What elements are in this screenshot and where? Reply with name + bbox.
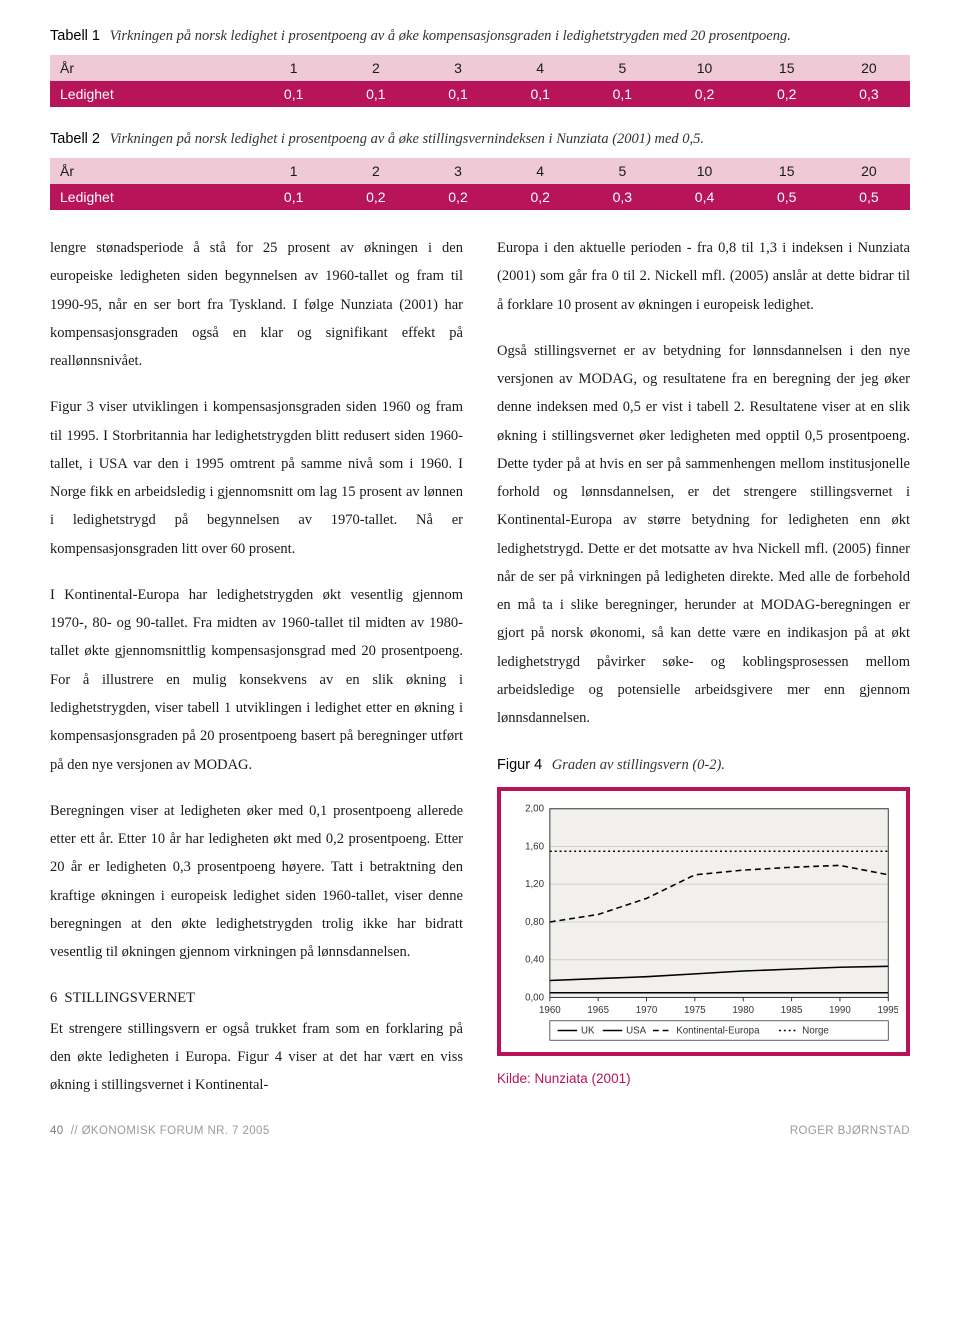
table-row-label: Ledighet [50, 81, 253, 107]
table-cell: 0,2 [746, 81, 828, 107]
table-col-header: 15 [746, 158, 828, 184]
footer-left: 40 // ØKONOMISK FORUM NR. 7 2005 [50, 1125, 270, 1137]
right-column: Europa i den aktuelle perioden - fra 0,8… [497, 234, 910, 1099]
table-col-header: 4 [499, 158, 581, 184]
table-col-header: 2 [335, 158, 417, 184]
svg-text:1,20: 1,20 [525, 879, 545, 890]
left-p3: I Kontinental-Europa har ledighetstrygde… [50, 581, 463, 779]
figure4-title: Graden av stillingsvern (0-2). [552, 757, 725, 773]
table-col-header: 2 [335, 55, 417, 81]
svg-text:1960: 1960 [539, 1005, 561, 1016]
table-cell: 0,1 [253, 184, 335, 210]
table1: År12345101520 Ledighet0,10,10,10,10,10,2… [50, 55, 910, 107]
svg-text:0,00: 0,00 [525, 992, 545, 1003]
footer-journal: ØKONOMISK FORUM NR. 7 2005 [82, 1125, 270, 1137]
table2-caption: Tabell 2 Virkningen på norsk ledighet i … [50, 131, 910, 148]
svg-text:1975: 1975 [684, 1005, 706, 1016]
svg-text:Kontinental-Europa: Kontinental-Europa [676, 1025, 760, 1036]
left-column: lengre stønadsperiode å stå for 25 prose… [50, 234, 463, 1099]
svg-text:1965: 1965 [587, 1005, 609, 1016]
section-number: 6 [50, 990, 57, 1006]
figure4-chart: 0,00 0,40 0,80 1,20 1,60 2,00 1960 1965 1970 1975… [497, 787, 910, 1056]
figure4-label: Figur 4 [497, 757, 542, 773]
table-col-header: År [50, 55, 253, 81]
table-col-header: År [50, 158, 253, 184]
left-p1: lengre stønadsperiode å stå for 25 prose… [50, 234, 463, 375]
table-col-header: 20 [828, 55, 910, 81]
svg-text:Norge: Norge [802, 1025, 828, 1036]
table-cell: 0,1 [417, 81, 499, 107]
table-col-header: 10 [663, 55, 745, 81]
svg-text:UK: UK [581, 1025, 595, 1036]
svg-text:1970: 1970 [636, 1005, 658, 1016]
table-col-header: 3 [417, 55, 499, 81]
table1-label: Tabell 1 [50, 28, 100, 44]
right-p2: Også stillingsvernet er av betydning for… [497, 337, 910, 733]
svg-text:1980: 1980 [732, 1005, 754, 1016]
table1-title: Virkningen på norsk ledighet i prosentpo… [110, 28, 791, 44]
table-cell: 0,1 [253, 81, 335, 107]
table-col-header: 5 [581, 158, 663, 184]
section-heading: 6 STILLINGSVERNET [50, 984, 463, 1012]
table-cell: 0,2 [499, 184, 581, 210]
table-cell: 0,2 [417, 184, 499, 210]
svg-text:0,80: 0,80 [525, 917, 545, 928]
table-cell: 0,1 [335, 81, 417, 107]
figure4-source: Kilde: Nunziata (2001) [497, 1066, 910, 1092]
svg-text:1995: 1995 [877, 1005, 898, 1016]
table1-caption: Tabell 1 Virkningen på norsk ledighet i … [50, 28, 910, 45]
right-p1: Europa i den aktuelle perioden - fra 0,8… [497, 234, 910, 319]
table-col-header: 1 [253, 55, 335, 81]
figure4-caption: Figur 4 Graden av stillingsvern (0-2). [497, 751, 910, 779]
table2-title: Virkningen på norsk ledighet i prosentpo… [110, 131, 704, 147]
table-col-header: 20 [828, 158, 910, 184]
section-title: STILLINGSVERNET [65, 990, 196, 1006]
table-cell: 0,4 [663, 184, 745, 210]
body-columns: lengre stønadsperiode å stå for 25 prose… [50, 234, 910, 1099]
table-cell: 0,3 [828, 81, 910, 107]
table-cell: 0,5 [828, 184, 910, 210]
svg-text:1985: 1985 [781, 1005, 803, 1016]
table-cell: 0,2 [335, 184, 417, 210]
left-p5: Et strengere stillingsvern er også trukk… [50, 1015, 463, 1100]
table-col-header: 15 [746, 55, 828, 81]
table-cell: 0,1 [499, 81, 581, 107]
table-cell: 0,1 [581, 81, 663, 107]
table-row-label: Ledighet [50, 184, 253, 210]
left-p2: Figur 3 viser utviklingen i kompensasjon… [50, 393, 463, 563]
table2: År12345101520 Ledighet0,10,20,20,20,30,4… [50, 158, 910, 210]
table-cell: 0,5 [746, 184, 828, 210]
table-col-header: 5 [581, 55, 663, 81]
svg-text:2,00: 2,00 [525, 803, 545, 814]
footer-page-number: 40 [50, 1125, 64, 1137]
svg-text:1990: 1990 [829, 1005, 851, 1016]
table-cell: 0,2 [663, 81, 745, 107]
svg-text:USA: USA [626, 1025, 647, 1036]
footer-author: ROGER BJØRNSTAD [790, 1125, 910, 1137]
page-footer: 40 // ØKONOMISK FORUM NR. 7 2005 ROGER B… [50, 1125, 910, 1137]
table-col-header: 3 [417, 158, 499, 184]
table-cell: 0,3 [581, 184, 663, 210]
table2-label: Tabell 2 [50, 131, 100, 147]
left-p4: Beregningen viser at ledigheten øker med… [50, 797, 463, 967]
table-col-header: 4 [499, 55, 581, 81]
figure4-svg: 0,00 0,40 0,80 1,20 1,60 2,00 1960 1965 1970 1975… [509, 801, 898, 1044]
table-col-header: 1 [253, 158, 335, 184]
svg-text:0,40: 0,40 [525, 954, 545, 965]
svg-text:1,60: 1,60 [525, 841, 545, 852]
table-col-header: 10 [663, 158, 745, 184]
